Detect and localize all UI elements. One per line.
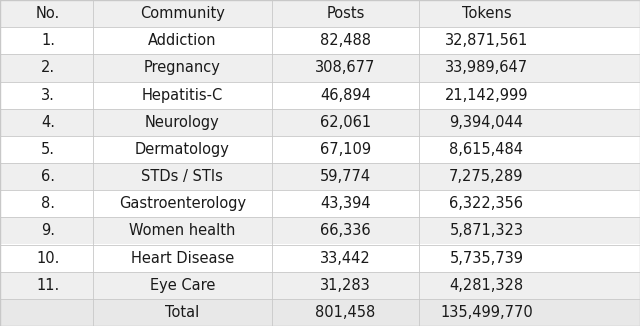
Text: 46,894: 46,894 (320, 88, 371, 103)
Bar (0, 244, 640, 272)
Bar (0, 272, 640, 299)
Text: Total: Total (165, 305, 200, 320)
Bar (0, 27, 640, 54)
Bar (0, 54, 640, 82)
Text: Heart Disease: Heart Disease (131, 251, 234, 266)
Text: Women health: Women health (129, 223, 236, 238)
Bar (0, 217, 640, 244)
Text: 2.: 2. (41, 60, 55, 75)
Text: 66,336: 66,336 (320, 223, 371, 238)
Text: 6,322,356: 6,322,356 (449, 196, 524, 211)
Bar (0, 163, 640, 190)
Text: Posts: Posts (326, 6, 365, 21)
Text: Tokens: Tokens (461, 6, 511, 21)
Bar (0, 109, 640, 136)
Text: 33,989,647: 33,989,647 (445, 60, 528, 75)
Text: Dermatology: Dermatology (135, 142, 230, 157)
Text: 9.: 9. (41, 223, 55, 238)
Text: Addiction: Addiction (148, 33, 217, 48)
Text: 801,458: 801,458 (316, 305, 376, 320)
Text: Eye Care: Eye Care (150, 278, 215, 293)
Text: STDs / STIs: STDs / STIs (141, 169, 223, 184)
Text: 5.: 5. (41, 142, 55, 157)
Text: 4,281,328: 4,281,328 (449, 278, 524, 293)
Text: 21,142,999: 21,142,999 (445, 88, 528, 103)
Text: 32,871,561: 32,871,561 (445, 33, 528, 48)
Text: Hepatitis-C: Hepatitis-C (142, 88, 223, 103)
Text: 62,061: 62,061 (320, 115, 371, 130)
Text: 33,442: 33,442 (320, 251, 371, 266)
Bar (0, 0, 640, 27)
Text: 8,615,484: 8,615,484 (449, 142, 524, 157)
Text: 1.: 1. (41, 33, 55, 48)
Text: 9,394,044: 9,394,044 (449, 115, 524, 130)
Text: 6.: 6. (41, 169, 55, 184)
Text: 5,871,323: 5,871,323 (449, 223, 524, 238)
Text: Gastroenterology: Gastroenterology (119, 196, 246, 211)
Text: 7,275,289: 7,275,289 (449, 169, 524, 184)
Bar (0, 190, 640, 217)
Bar (0, 82, 640, 109)
Text: 67,109: 67,109 (320, 142, 371, 157)
Text: 59,774: 59,774 (320, 169, 371, 184)
Text: 82,488: 82,488 (320, 33, 371, 48)
Text: 11.: 11. (36, 278, 60, 293)
Text: Neurology: Neurology (145, 115, 220, 130)
Text: 10.: 10. (36, 251, 60, 266)
Text: 43,394: 43,394 (320, 196, 371, 211)
Bar (0, 299, 640, 326)
Text: 8.: 8. (41, 196, 55, 211)
Text: 3.: 3. (41, 88, 55, 103)
Text: 4.: 4. (41, 115, 55, 130)
Text: Pregnancy: Pregnancy (144, 60, 221, 75)
Text: 5,735,739: 5,735,739 (449, 251, 524, 266)
Text: 135,499,770: 135,499,770 (440, 305, 532, 320)
Text: 308,677: 308,677 (316, 60, 376, 75)
Text: No.: No. (36, 6, 60, 21)
Text: 31,283: 31,283 (320, 278, 371, 293)
Bar (0, 136, 640, 163)
Text: Community: Community (140, 6, 225, 21)
